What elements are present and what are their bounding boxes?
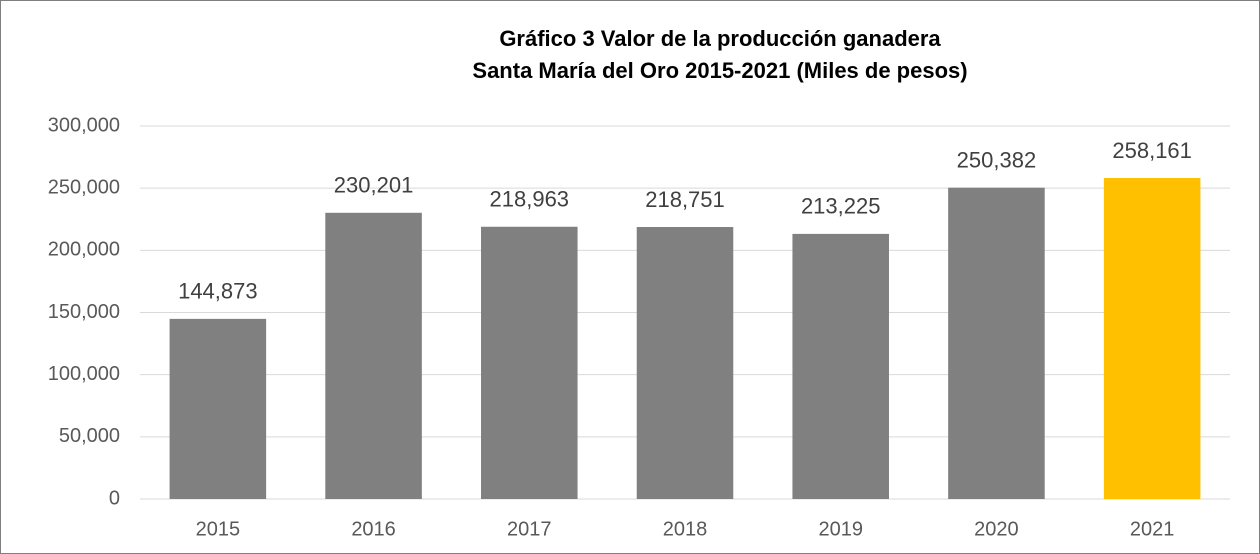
bar (948, 187, 1045, 499)
y-tick-label: 250,000 (48, 176, 120, 198)
x-tick-label: 2015 (196, 518, 241, 540)
y-tick-label: 200,000 (48, 239, 120, 261)
x-tick-label: 2021 (1130, 518, 1175, 540)
value-label: 144,873 (178, 279, 258, 304)
value-label: 213,225 (801, 194, 881, 219)
x-tick-label: 2016 (351, 518, 396, 540)
bar (792, 233, 889, 499)
value-label: 218,963 (490, 187, 570, 212)
bar (169, 318, 267, 499)
y-tick-label: 150,000 (48, 301, 120, 323)
x-tick-label: 2020 (974, 518, 1019, 540)
x-tick-label: 2019 (818, 518, 863, 540)
value-label: 218,751 (645, 187, 725, 212)
value-label: 230,201 (334, 173, 414, 198)
chart-title: Gráfico 3 Valor de la producción ganader… (499, 26, 941, 51)
bar (636, 227, 734, 499)
x-tick-label: 2017 (507, 518, 552, 540)
bar (481, 226, 578, 500)
bar (1103, 178, 1201, 499)
y-tick-label: 100,000 (48, 363, 120, 385)
y-tick-label: 50,000 (59, 425, 120, 447)
x-tick-label: 2018 (663, 518, 708, 540)
chart-title: Santa María del Oro 2015-2021 (Miles de … (472, 58, 967, 83)
value-label: 258,161 (1112, 138, 1192, 163)
value-label: 250,382 (957, 148, 1037, 173)
y-tick-label: 0 (109, 487, 120, 509)
y-tick-label: 300,000 (48, 114, 120, 136)
bar (325, 212, 422, 499)
